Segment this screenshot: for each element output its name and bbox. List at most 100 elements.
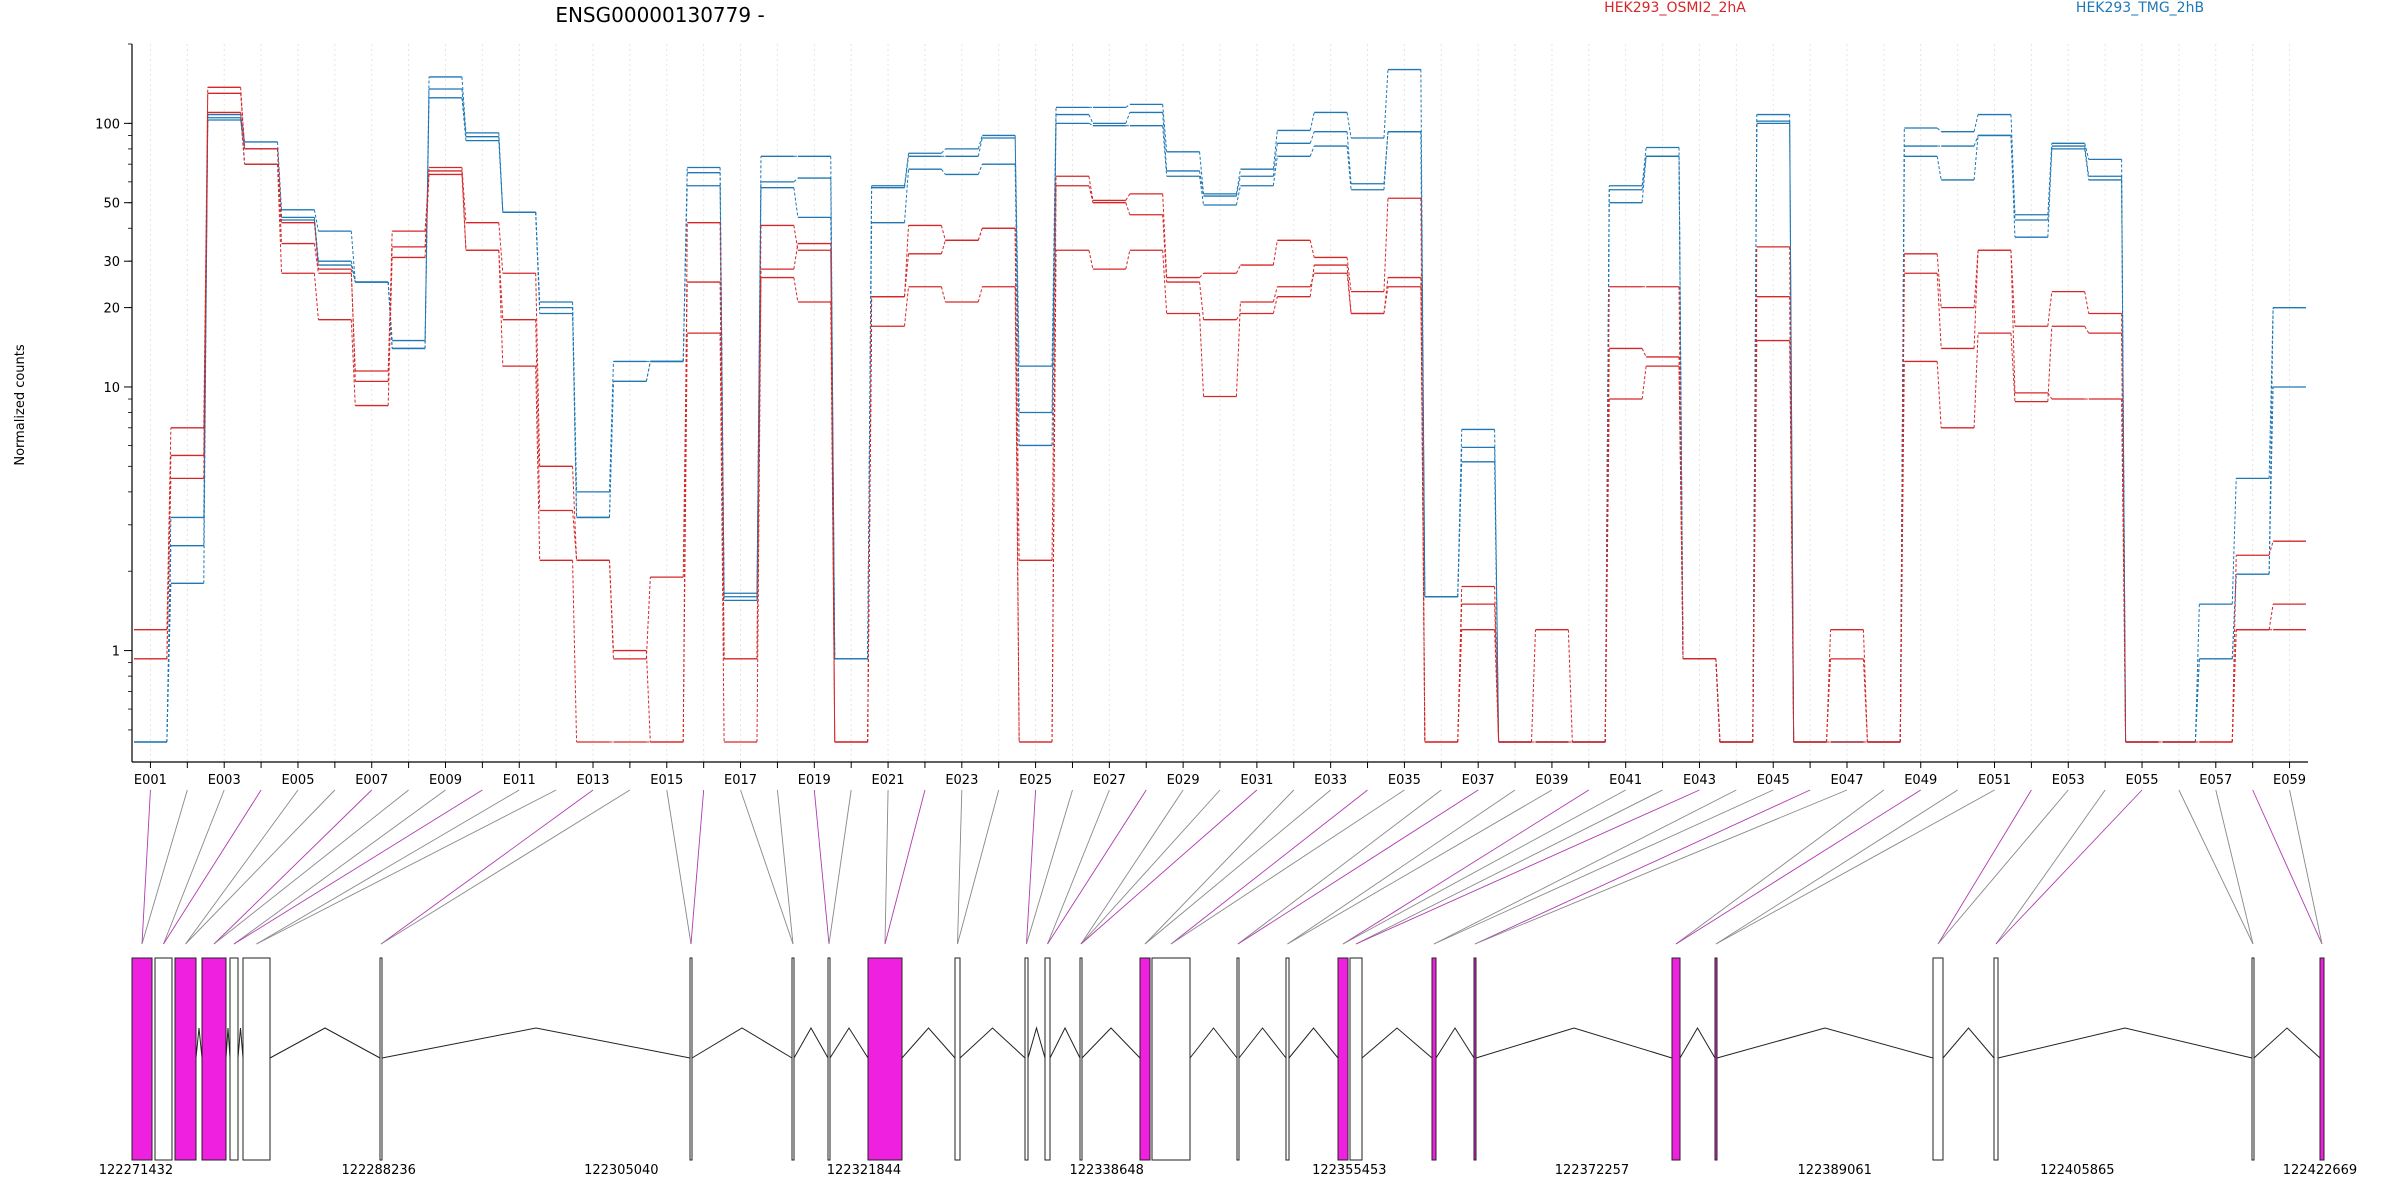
series-connector bbox=[1936, 127, 1942, 133]
exon-connector bbox=[163, 789, 262, 945]
series-connector bbox=[2084, 291, 2090, 314]
series-connector bbox=[277, 148, 283, 223]
series-connector bbox=[1235, 169, 1241, 194]
series-connector bbox=[1125, 202, 1131, 215]
x-tick-label: E057 bbox=[2199, 773, 2232, 788]
series-connector bbox=[608, 381, 614, 518]
gene-model-track bbox=[131, 957, 2325, 1161]
series-connector bbox=[793, 277, 799, 303]
series-connector bbox=[940, 225, 946, 241]
series-connector bbox=[203, 93, 209, 456]
exon-block bbox=[1431, 957, 1437, 1161]
legend-entry-osmi2: HEK293_OSMI2_2hA bbox=[1604, 0, 1746, 16]
series-connector bbox=[498, 136, 504, 213]
series-connector bbox=[1088, 250, 1094, 270]
x-tick-label: E025 bbox=[1019, 773, 1052, 788]
series-connector bbox=[793, 177, 799, 183]
exon-block bbox=[1024, 957, 1029, 1161]
x-tick-label: E053 bbox=[2052, 773, 2085, 788]
series-connector bbox=[2121, 179, 2127, 743]
series-connector bbox=[240, 93, 246, 149]
series-connector bbox=[1862, 629, 1868, 743]
exon-block bbox=[1139, 957, 1151, 1161]
series-connector bbox=[535, 319, 541, 511]
exon-connector bbox=[1144, 789, 1295, 945]
exon-connector-lines bbox=[141, 789, 2323, 945]
y-axis-label: Normalized counts bbox=[13, 344, 28, 466]
series-connector bbox=[2084, 148, 2090, 181]
series-connector bbox=[572, 510, 578, 561]
series-connector bbox=[1973, 114, 1979, 132]
series-connector bbox=[535, 366, 541, 561]
series-connector bbox=[1383, 286, 1389, 314]
series-connector bbox=[2084, 325, 2090, 334]
series-connector bbox=[867, 222, 873, 659]
exon-connector bbox=[1170, 789, 1368, 945]
intron-line bbox=[1475, 1027, 1673, 1059]
series-connector bbox=[387, 257, 393, 406]
exon-connector bbox=[1937, 789, 2069, 945]
x-tick-label: E027 bbox=[1093, 773, 1126, 788]
exon-connector bbox=[1026, 789, 1037, 945]
exon-connector bbox=[1080, 789, 1184, 945]
series-connector bbox=[1272, 143, 1278, 177]
x-tick-label: E029 bbox=[1167, 773, 1200, 788]
series-connector bbox=[1162, 214, 1168, 283]
series-connector bbox=[572, 466, 578, 561]
series-connector bbox=[977, 135, 983, 150]
series-connector bbox=[166, 427, 172, 630]
y-tick-label: 30 bbox=[103, 255, 120, 270]
series-connector bbox=[1936, 156, 1942, 181]
series-connector bbox=[1272, 130, 1278, 170]
intron-line bbox=[1238, 1027, 1287, 1059]
series-connector bbox=[2010, 250, 2016, 393]
x-tick-label: E043 bbox=[1683, 773, 1716, 788]
series-connector bbox=[1309, 273, 1315, 287]
genomic-tick-label: 122355453 bbox=[1312, 1163, 1386, 1178]
exon-connector bbox=[233, 789, 483, 945]
exon-connector bbox=[256, 789, 557, 945]
series-connector bbox=[1309, 131, 1315, 144]
intron-line bbox=[1942, 1027, 1995, 1059]
exon-connector bbox=[2215, 789, 2254, 945]
series-connector bbox=[1272, 296, 1278, 314]
exon-connector bbox=[1047, 789, 1147, 945]
series-connector bbox=[2121, 399, 2127, 743]
series-connector bbox=[1346, 146, 1352, 190]
series-connector bbox=[719, 282, 725, 659]
genomic-tick-label: 122271432 bbox=[99, 1163, 173, 1178]
series-layer bbox=[134, 68, 2306, 743]
exon-connector bbox=[884, 789, 926, 945]
series-connector bbox=[1199, 170, 1205, 197]
series-connector bbox=[793, 225, 799, 251]
series-connector bbox=[1752, 340, 1758, 743]
series-connector bbox=[793, 243, 799, 270]
x-tick-label: E037 bbox=[1462, 773, 1495, 788]
series-connector bbox=[1641, 147, 1647, 186]
series-connector bbox=[2268, 604, 2274, 630]
x-tick-label: E001 bbox=[134, 773, 167, 788]
exon-connector bbox=[1080, 789, 1258, 945]
series-connector bbox=[756, 277, 762, 743]
x-tick-label: E059 bbox=[2273, 773, 2306, 788]
gridlines bbox=[149, 44, 2291, 762]
genomic-tick-label: 122389061 bbox=[1797, 1163, 1871, 1178]
exon-block bbox=[1714, 957, 1718, 1161]
series-connector bbox=[1272, 286, 1278, 303]
series-connector bbox=[1899, 273, 1905, 743]
x-tick-label: E049 bbox=[1904, 773, 1937, 788]
series-connector bbox=[1641, 348, 1647, 358]
exon-block bbox=[791, 957, 795, 1161]
series-connector bbox=[1936, 273, 1942, 349]
exon-block bbox=[174, 957, 197, 1161]
x-tick-label: E019 bbox=[798, 773, 831, 788]
exon-connector bbox=[1675, 789, 1885, 945]
series-connector bbox=[645, 650, 651, 743]
series-connector bbox=[461, 167, 467, 223]
series-connector bbox=[1420, 131, 1426, 597]
exon-connector bbox=[1474, 789, 1848, 945]
series-connector bbox=[461, 88, 467, 137]
exon-connector bbox=[233, 789, 446, 945]
chart-title: ENSG00000130779 - bbox=[555, 3, 764, 27]
exon-connector bbox=[776, 789, 794, 945]
